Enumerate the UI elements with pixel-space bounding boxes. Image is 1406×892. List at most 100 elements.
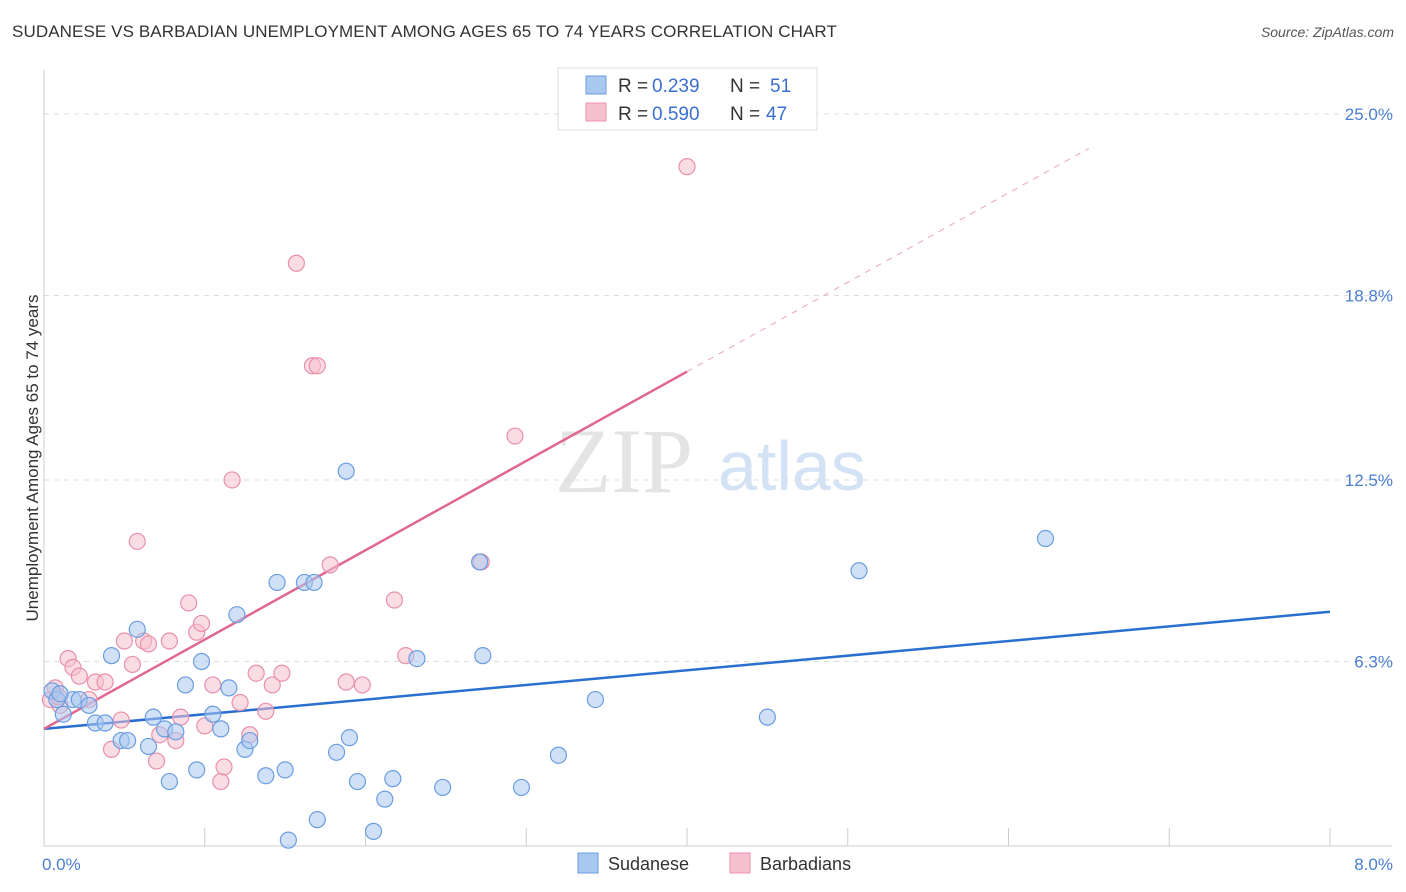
sudanese-point	[51, 685, 69, 703]
bottom-legend: Sudanese Barbadians	[577, 852, 851, 874]
sudanese-point	[188, 761, 206, 779]
barbadian-point	[215, 758, 233, 776]
barbadian-point	[337, 673, 355, 691]
legend-r-label-1: R =	[618, 76, 648, 97]
sudanese-point	[337, 462, 355, 480]
barbadian-point	[353, 676, 371, 694]
legend-n-label-2: N =	[730, 104, 760, 125]
sudanese-point	[212, 720, 230, 738]
legend-swatch-barbadians	[585, 102, 607, 122]
barbadian-point	[96, 673, 114, 691]
chart-title: SUDANESE VS BARBADIAN UNEMPLOYMENT AMONG…	[12, 22, 837, 41]
sudanese-point	[474, 647, 492, 665]
y-tick-label: 6.3%	[1354, 653, 1393, 672]
sudanese-point	[257, 767, 275, 785]
y-axis-label: Unemployment Among Ages 65 to 74 years	[23, 295, 42, 622]
legend-n-label-1: N =	[730, 76, 760, 97]
sudanese-point	[586, 690, 604, 709]
y-tick-label: 12.5%	[1345, 471, 1393, 490]
sudanese-point	[160, 772, 178, 791]
sudanese-point	[340, 729, 359, 747]
barbadian-point	[115, 632, 133, 650]
sudanese-point	[549, 746, 568, 764]
barbadian-point	[192, 614, 211, 633]
sudanese-point	[279, 831, 297, 849]
sudanese-point	[1036, 529, 1055, 548]
sudanese-point	[128, 620, 146, 638]
barbadian-point	[123, 655, 142, 674]
sudanese-trend-line	[43, 610, 1331, 731]
barbadian-point	[204, 676, 222, 694]
sudanese-point	[241, 731, 259, 750]
bottom-legend-label-sudanese: Sudanese	[608, 854, 689, 874]
barbadian-point	[247, 664, 265, 682]
gridlines	[44, 113, 1392, 663]
barbadian-point	[172, 708, 190, 726]
barbadian-point	[128, 532, 146, 551]
legend-r-label-2: R =	[618, 104, 648, 125]
sudanese-point	[192, 652, 211, 671]
legend-n-value-1: 51	[770, 76, 791, 97]
sudanese-point	[471, 553, 489, 571]
barbadian-point	[112, 711, 130, 729]
legend: R = 0.239 N = 51 R = 0.590 N = 47	[557, 67, 818, 131]
sudanese-point	[144, 708, 162, 726]
barbadian-point	[160, 632, 178, 650]
barbadian-point	[678, 158, 696, 176]
sudanese-point	[228, 606, 246, 624]
sudanese-point	[364, 822, 383, 840]
y-tick-label: 25.0%	[1345, 105, 1393, 124]
sudanese-point	[512, 778, 531, 797]
barbadian-trend-line	[43, 370, 688, 730]
sudanese-point	[204, 705, 222, 723]
legend-swatch-sudanese	[585, 75, 607, 95]
sudanese-point	[305, 573, 323, 592]
sudanese-point	[376, 790, 394, 808]
sudanese-point	[850, 562, 868, 580]
sudanese-point	[102, 647, 121, 665]
sudanese-point	[268, 573, 286, 592]
sudanese-point	[54, 705, 72, 723]
sudanese-point	[176, 676, 195, 694]
sudanese-point	[80, 696, 98, 715]
x-tick-label-min: 0.0%	[42, 855, 81, 874]
sudanese-point	[276, 761, 294, 779]
sudanese-point	[327, 743, 346, 761]
legend-r-value-2: 0.590	[652, 104, 700, 125]
sudanese-point	[758, 708, 776, 726]
barbadian-point	[223, 471, 241, 489]
bottom-legend-swatch-barbadians	[729, 852, 751, 874]
barbadian-point	[321, 556, 339, 574]
barbadian-point	[147, 752, 166, 770]
barbadian-point	[385, 591, 404, 609]
sudanese-point	[384, 770, 402, 788]
data-points	[41, 158, 1055, 849]
sudanese-point	[348, 772, 367, 791]
sudanese-point	[118, 731, 137, 750]
watermark-zip: ZIP	[555, 410, 693, 512]
sudanese-point	[220, 679, 238, 697]
barbadian-point	[308, 357, 326, 375]
sudanese-point	[434, 778, 452, 797]
watermark-atlas: atlas	[718, 427, 866, 505]
legend-n-value-2: 47	[766, 104, 787, 125]
barbadian-point	[273, 664, 291, 682]
barbadian-point	[180, 594, 198, 612]
barbadian-trend-extension	[686, 147, 1090, 373]
sudanese-point	[408, 649, 426, 668]
y-tick-labels: 6.3% 12.5% 18.8% 25.0%	[1345, 105, 1393, 672]
x-tick-label-max: 8.0%	[1354, 855, 1393, 874]
y-tick-label: 18.8%	[1345, 286, 1393, 305]
barbadian-point	[263, 676, 281, 694]
barbadian-point	[231, 693, 249, 712]
sudanese-point	[167, 723, 185, 741]
sudanese-point	[139, 737, 158, 756]
sudanese-point	[308, 811, 326, 829]
sudanese-point	[96, 714, 114, 732]
barbadian-point	[139, 635, 158, 653]
barbadian-point	[212, 772, 230, 791]
bottom-legend-swatch-sudanese	[577, 852, 599, 874]
legend-r-value-1: 0.239	[652, 76, 700, 97]
source-label: Source: ZipAtlas.com	[1260, 24, 1394, 40]
